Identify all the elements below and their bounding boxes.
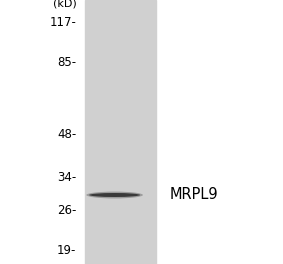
Text: (kD): (kD): [53, 0, 76, 9]
Text: 85-: 85-: [57, 56, 76, 69]
Text: 117-: 117-: [50, 16, 76, 29]
Text: 34-: 34-: [57, 171, 76, 184]
Text: 19-: 19-: [57, 244, 76, 257]
Text: 48-: 48-: [57, 128, 76, 140]
Ellipse shape: [86, 192, 143, 199]
Text: 26-: 26-: [57, 204, 76, 217]
Bar: [85, 0, 156, 264]
Text: MRPL9: MRPL9: [170, 187, 218, 202]
Ellipse shape: [89, 193, 140, 197]
